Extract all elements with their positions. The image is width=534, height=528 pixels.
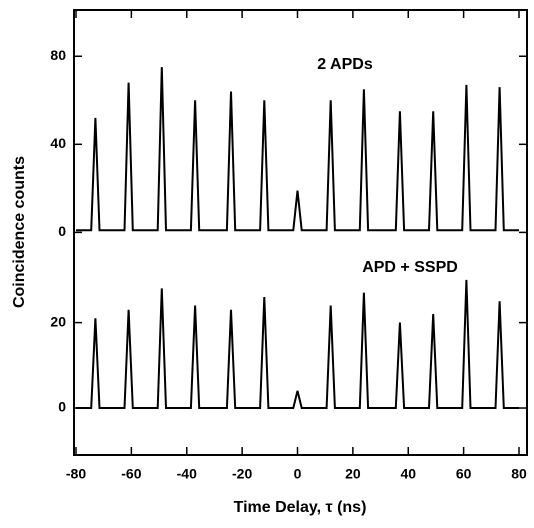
annotation: APD + SSPD (362, 259, 458, 276)
y-tick-label: 0 (58, 399, 66, 415)
x-tick-label: 80 (511, 466, 527, 482)
data-line (76, 67, 519, 232)
x-tick-label: -20 (232, 466, 252, 482)
x-tick-label: -60 (121, 466, 141, 482)
x-tick-label: 60 (456, 466, 472, 482)
x-tick-label: 40 (400, 466, 416, 482)
y-tick-label: 20 (50, 313, 66, 329)
x-tick-label: 0 (294, 466, 302, 482)
x-tick-label: -40 (177, 466, 197, 482)
plot-frame (73, 9, 528, 456)
x-tick-label: -80 (66, 466, 86, 482)
x-axis-label: Time Delay, τ (ns) (234, 499, 367, 516)
data-line (76, 279, 519, 409)
y-tick-label: 0 (58, 223, 66, 239)
x-tick-label: 20 (345, 466, 361, 482)
annotation: 2 APDs (317, 56, 373, 73)
y-tick-label: 80 (50, 47, 66, 63)
y-axis-label: Coincidence counts (11, 156, 28, 308)
y-tick-label: 40 (50, 135, 66, 151)
